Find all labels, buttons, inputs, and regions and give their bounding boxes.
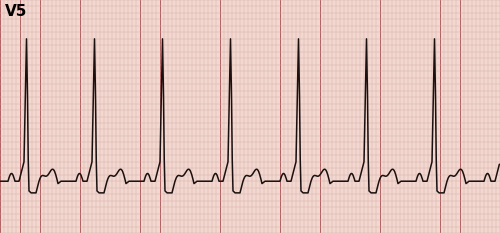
Text: V5: V5: [5, 4, 28, 19]
